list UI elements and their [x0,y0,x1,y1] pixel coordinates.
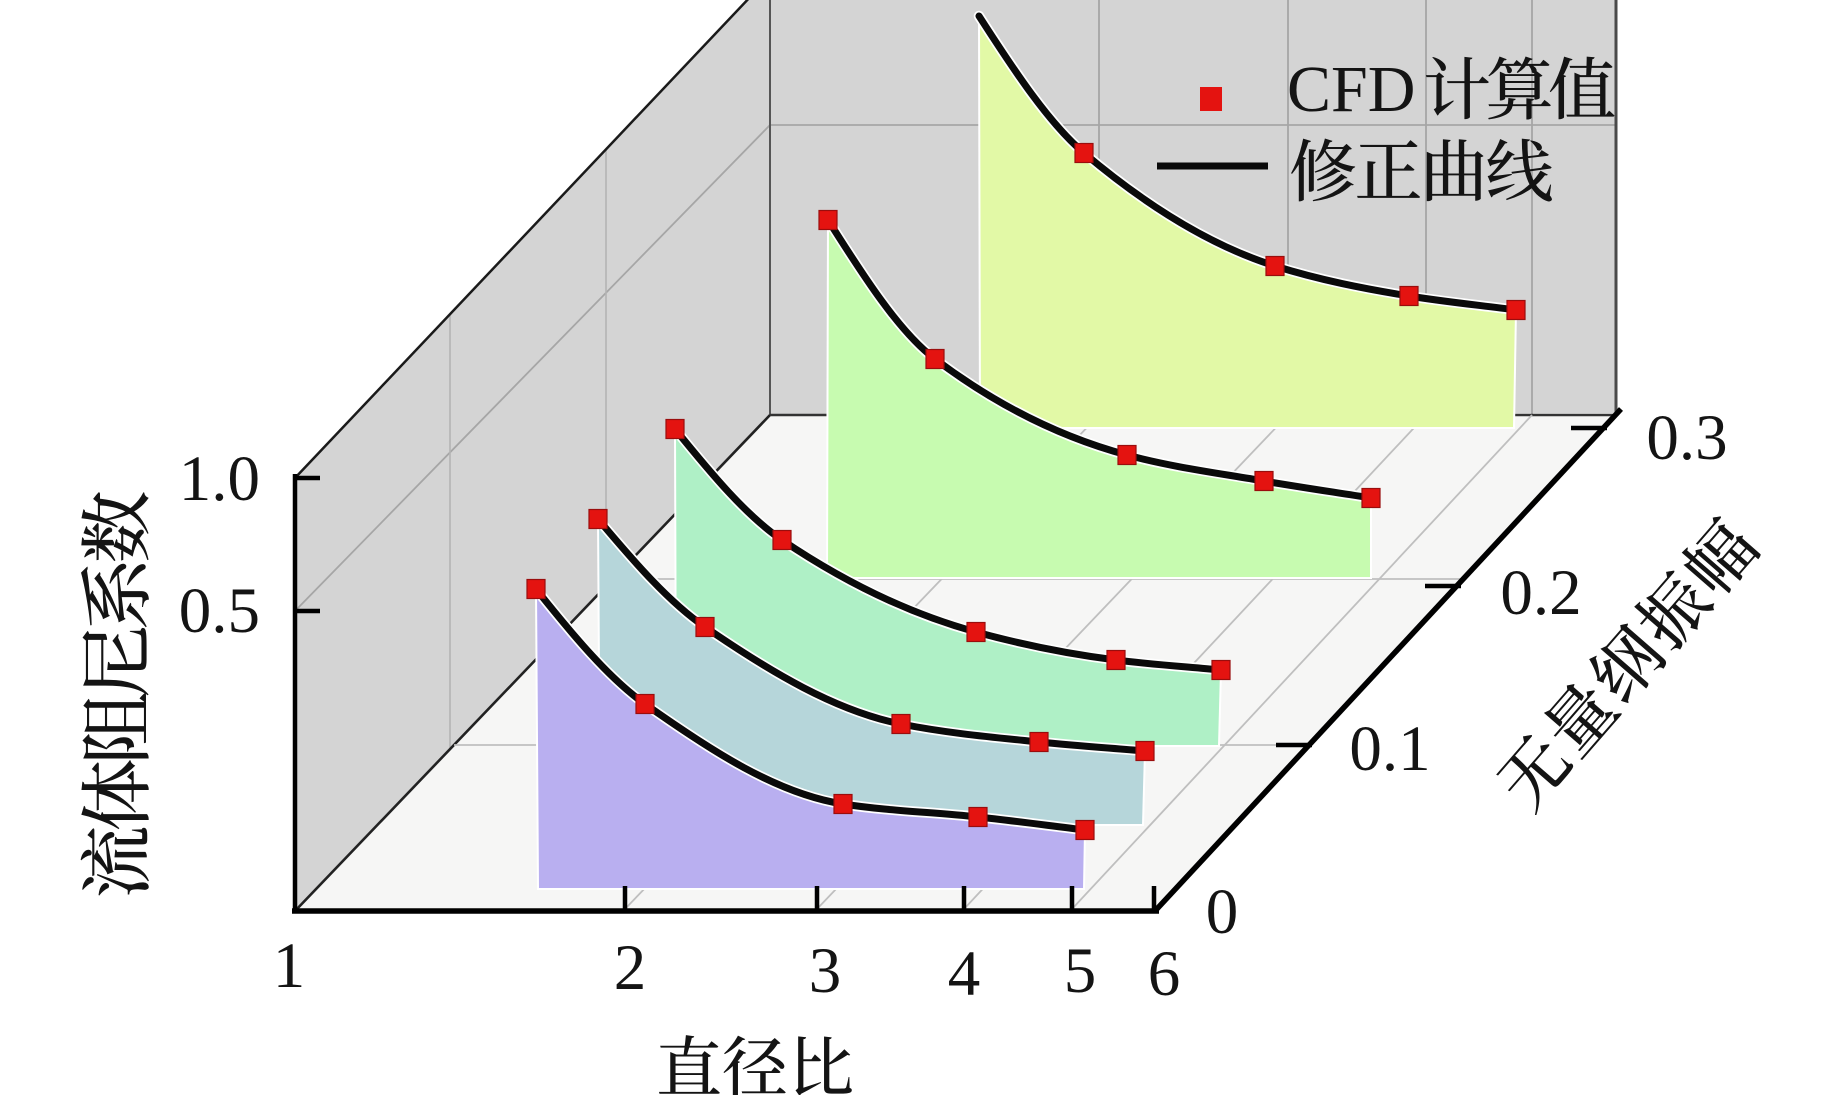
svg-text:1: 1 [273,930,306,1002]
svg-text:0: 0 [1206,876,1239,948]
svg-text:4: 4 [948,938,981,1010]
svg-text:0.5: 0.5 [179,575,260,647]
svg-text:6: 6 [1148,938,1181,1010]
svg-text:0.3: 0.3 [1646,402,1727,474]
svg-text:CFD: CFD [1287,53,1415,126]
svg-text:1.0: 1.0 [179,443,260,515]
svg-text:2: 2 [614,932,647,1004]
svg-text:0.2: 0.2 [1500,557,1581,629]
svg-text:5: 5 [1064,935,1097,1007]
svg-text:3: 3 [809,935,842,1007]
svg-text:0.1: 0.1 [1349,713,1430,785]
